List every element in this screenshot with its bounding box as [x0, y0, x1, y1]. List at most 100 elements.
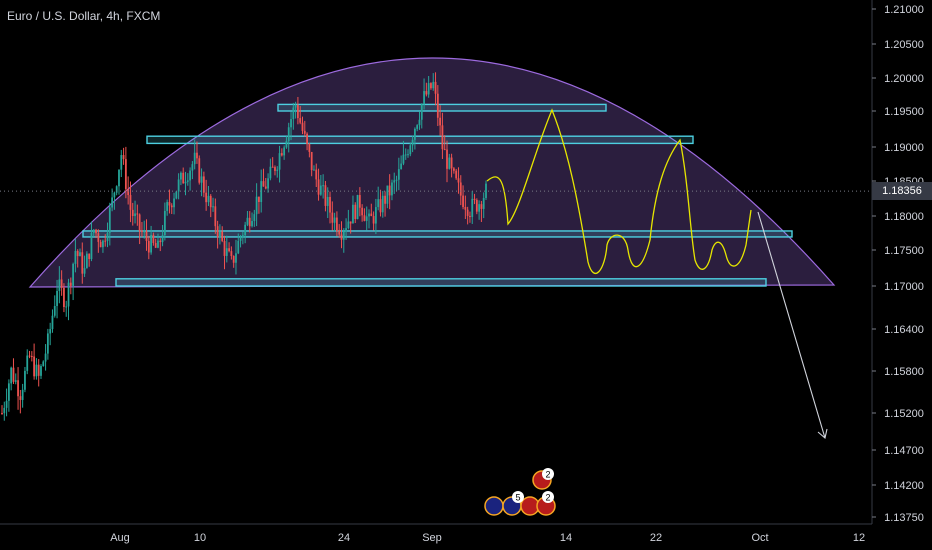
candle-body [104, 240, 107, 242]
candle-body [326, 196, 329, 206]
price-tick-label: 1.19500 [884, 106, 924, 118]
candle-body [400, 163, 403, 170]
candle-body [407, 154, 409, 156]
candle-body [448, 157, 451, 169]
candle-body [393, 180, 396, 183]
candle-body [81, 252, 84, 274]
projected-path-drawing[interactable] [486, 108, 752, 275]
candle-body [74, 250, 77, 264]
candle-body [189, 170, 191, 181]
candle-body [53, 305, 56, 316]
time-tick-label: Oct [751, 532, 768, 544]
candle-body [269, 166, 272, 179]
candle-body [365, 216, 368, 221]
candle-body [230, 251, 233, 257]
price-tick-label: 1.17500 [884, 245, 924, 257]
candle-body [370, 213, 373, 217]
candle-body [260, 181, 263, 202]
candle-body [271, 166, 274, 168]
support-resistance-zone[interactable] [277, 103, 607, 112]
candle-body [214, 206, 217, 227]
support-resistance-zone[interactable] [82, 230, 793, 238]
candle-body [264, 186, 267, 189]
candle-body [152, 234, 155, 243]
candle-body [170, 205, 173, 208]
candle-body [475, 199, 478, 212]
price-tick-label: 1.15800 [884, 366, 924, 378]
candle-body [434, 81, 437, 94]
candle-body [173, 198, 175, 208]
candle-body [3, 407, 6, 414]
candle-body [76, 250, 79, 257]
candle-body [30, 356, 33, 358]
event-count-badge [542, 491, 554, 503]
candle-body [377, 199, 380, 208]
candle-body [60, 279, 63, 288]
support-resistance-zone[interactable] [115, 278, 767, 287]
candle-body [473, 198, 476, 200]
candle-body [14, 380, 17, 382]
candle-body [313, 169, 315, 171]
price-tick-label: 1.15200 [884, 408, 924, 420]
candle-body [106, 232, 109, 241]
time-tick-label: 22 [650, 532, 662, 544]
candle-body [292, 107, 295, 120]
support-resistance-zone[interactable] [146, 135, 694, 145]
event-count-label: 2 [545, 493, 550, 503]
time-tick-label: 14 [560, 532, 572, 544]
candle-body [244, 224, 247, 236]
candle-body [122, 155, 125, 160]
time-tick-label: Aug [110, 532, 130, 544]
candle-body [246, 217, 249, 225]
time-tick-label: 24 [338, 532, 350, 544]
candle-body [354, 204, 357, 220]
candle-body [466, 209, 469, 216]
candle-body [395, 179, 398, 181]
candle-body [221, 231, 224, 241]
price-tick-label: 1.20500 [884, 39, 924, 51]
candle-body [131, 209, 134, 217]
candle-body [352, 204, 354, 224]
candle-body [471, 198, 474, 217]
event-count-label: 2 [545, 470, 550, 480]
downtrend-arrow[interactable] [757, 211, 826, 439]
candle-body [138, 214, 141, 231]
rounding-top-arc[interactable] [28, 57, 836, 288]
candle-body [1, 413, 3, 414]
candle-body [310, 151, 313, 171]
candle-body [113, 192, 116, 198]
candle-body [235, 253, 237, 263]
candle-body [10, 367, 13, 384]
candle-body [95, 229, 97, 234]
candle-body [72, 263, 75, 286]
candle-body [200, 176, 203, 183]
candle-body [262, 181, 265, 187]
candle-body [301, 122, 304, 131]
candle-body [202, 176, 205, 193]
price-tick-label: 1.14200 [884, 480, 924, 492]
candle-body [340, 234, 343, 240]
price-tick-label: 1.20000 [884, 73, 924, 85]
candle-body [397, 169, 400, 180]
candle-body [65, 306, 68, 308]
candle-body [17, 380, 19, 397]
candle-body [191, 164, 194, 171]
candle-body [58, 279, 61, 291]
candle-body [276, 169, 279, 171]
candle-body [418, 119, 421, 126]
candle-body [69, 282, 72, 286]
candle-body [161, 235, 164, 243]
candle-body [163, 210, 166, 236]
economic-event-icon[interactable] [484, 496, 504, 516]
candle-body [239, 237, 242, 241]
candle-body [37, 364, 40, 376]
candle-body [83, 268, 86, 274]
candle-body [79, 252, 81, 257]
candle-body [446, 149, 448, 169]
candle-body [258, 196, 260, 202]
candle-body [338, 231, 341, 235]
candle-body [452, 168, 455, 171]
candle-body [480, 204, 483, 209]
price-tick-label: 1.17000 [884, 281, 924, 293]
